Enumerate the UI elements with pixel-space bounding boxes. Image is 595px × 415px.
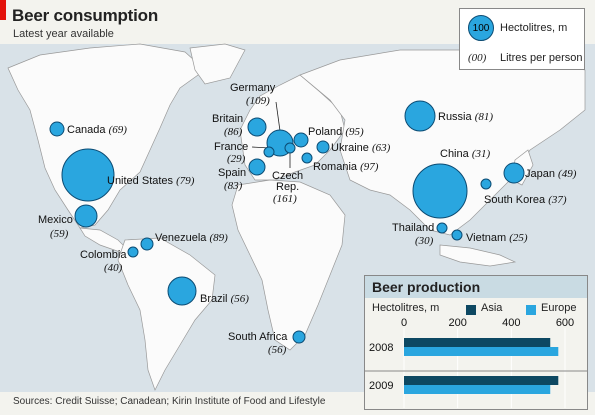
legend-per-person-label: Litres per person <box>500 52 583 64</box>
south-america-landmass <box>117 237 216 391</box>
label-venezuela: Venezuela (89) <box>155 232 228 244</box>
category-label: 2008 <box>369 342 393 354</box>
tick-label: 400 <box>502 317 520 329</box>
label-south-korea: South Korea (37) <box>484 194 567 206</box>
legend-swatch-europe <box>526 305 536 315</box>
label-south-africa: South Africa <box>228 331 288 343</box>
label-britain: Britain <box>212 113 243 125</box>
value-spain: (83) <box>224 180 243 192</box>
label-china: China (31) <box>440 148 490 160</box>
label-poland: Poland (95) <box>308 126 364 138</box>
bubble-mexico <box>74 204 98 228</box>
bubble-britain <box>247 117 267 137</box>
label-japan: Japan (49) <box>525 168 577 180</box>
bar-europe-2009 <box>404 385 551 394</box>
bubble-south-korea <box>480 178 492 190</box>
label-ukraine: Ukraine (63) <box>331 142 391 154</box>
label-russia: Russia (81) <box>438 111 493 123</box>
bubble-south-africa <box>292 330 306 344</box>
bubble-poland <box>293 132 309 148</box>
label-czech-rep: Rep. <box>276 181 299 193</box>
value-britain: (86) <box>224 126 243 138</box>
production-header: Beer production <box>365 276 587 298</box>
label-thailand: Thailand <box>392 222 434 234</box>
tick-label: 600 <box>556 317 574 329</box>
value-thailand: (30) <box>415 235 434 247</box>
tick-label: 0 <box>401 317 407 329</box>
brand-tab <box>0 0 6 20</box>
legend-europe: Europe <box>541 302 577 314</box>
label-germany: Germany <box>230 82 276 94</box>
tick-label: 200 <box>448 317 466 329</box>
value-france: (29) <box>227 153 246 165</box>
bubble-canada <box>49 121 65 137</box>
label-colombia: Colombia <box>80 249 127 261</box>
bubble-romania <box>301 152 313 164</box>
label-vietnam: Vietnam (25) <box>466 232 528 244</box>
bubble-france <box>263 146 275 158</box>
label-brazil: Brazil (56) <box>200 293 249 305</box>
southeast-asia-islands <box>439 244 517 267</box>
beer-production-panel: Beer production Hectolitres, m Asia Euro… <box>364 275 588 410</box>
label-mexico: Mexico <box>38 214 73 226</box>
north-america-landmass <box>7 43 206 229</box>
greenland-landmass <box>189 43 246 85</box>
production-units: Hectolitres, m <box>372 302 440 314</box>
legend-size-circle: 100 <box>468 15 494 41</box>
category-label: 2009 <box>369 380 393 392</box>
value-mexico: (59) <box>50 228 69 240</box>
label-romania: Romania (97) <box>313 161 379 173</box>
bubble-czech-rep <box>284 142 296 154</box>
bubble-vietnam <box>451 229 463 241</box>
label-czech: Czech <box>272 170 303 182</box>
bubble-russia <box>404 100 436 132</box>
sources-note: Sources: Credit Suisse; Canadean; Kirin … <box>13 396 326 407</box>
bubble-ukraine <box>316 140 330 154</box>
bubble-thailand <box>436 222 448 234</box>
map-legend: 100 Hectolitres, m (00) Litres per perso… <box>459 8 585 70</box>
label-spain: Spain <box>218 167 246 179</box>
bar-asia-2008 <box>404 338 551 347</box>
label-france: France <box>214 141 248 153</box>
legend-hectolitres-label: Hectolitres, m <box>500 22 568 34</box>
bar-asia-2009 <box>404 376 559 385</box>
bubble-venezuela <box>140 237 154 251</box>
legend-asia: Asia <box>481 302 503 314</box>
bubble-japan <box>503 162 525 184</box>
bubble-colombia <box>127 246 139 258</box>
legend-per-person-sample: (00) <box>468 52 487 64</box>
value-germany: (109) <box>246 95 270 107</box>
bubble-united-states <box>61 148 115 202</box>
value-colombia: (40) <box>104 262 123 274</box>
value-czech-rep: (161) <box>273 193 297 205</box>
production-bar-chart: 0 200 400 600 2008 2009 <box>365 317 587 408</box>
bar-europe-2008 <box>404 347 559 356</box>
value-south-africa: (56) <box>268 344 287 356</box>
chart-subtitle: Latest year available <box>13 28 114 40</box>
chart-title: Beer consumption <box>12 6 159 25</box>
label-canada: Canada (69) <box>67 124 127 136</box>
legend-swatch-asia <box>466 305 476 315</box>
production-title: Beer production <box>372 279 481 295</box>
bubble-spain <box>248 158 266 176</box>
bubble-brazil <box>167 276 197 306</box>
bubble-china <box>412 163 468 219</box>
label-united-states: United States (79) <box>107 175 195 187</box>
